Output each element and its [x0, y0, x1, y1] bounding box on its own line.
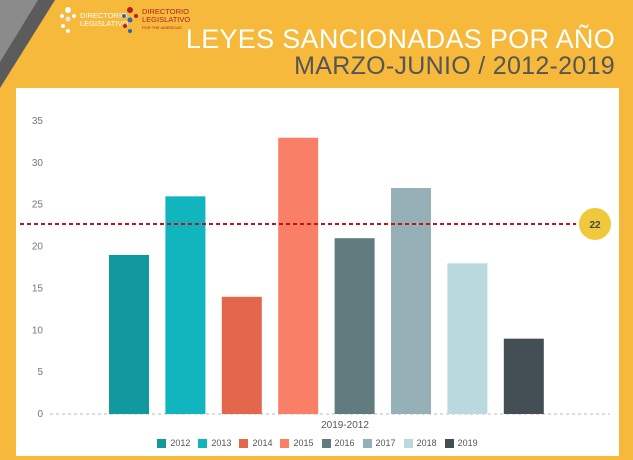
chart-subtitle: MARZO-JUNIO / 2012-2019 — [294, 52, 615, 80]
bar-2019 — [503, 338, 544, 414]
bar-2013 — [165, 196, 206, 414]
legend-item-2015: 2015 — [280, 438, 314, 448]
legend-item-2013: 2013 — [198, 438, 231, 448]
logo-2-line3: POR THE AMERICAS — [142, 25, 182, 30]
legend-label: 2015 — [293, 438, 314, 448]
legend-item-2019: 2019 — [444, 438, 478, 448]
logo-2-line1: DIRECTORIO — [142, 7, 189, 16]
legend-label: 2018 — [416, 438, 437, 448]
legend-swatch — [444, 438, 454, 448]
average-badge-label: 22 — [589, 220, 601, 231]
header-banner: DIRECTORIO LEGISLATIVO DIRECTORIO LEGISL… — [0, 0, 633, 88]
y-tick-label: 15 — [32, 283, 44, 294]
average-badge — [579, 207, 611, 240]
legend-item-2014: 2014 — [239, 438, 272, 448]
corner-decoration-light — [0, 0, 38, 62]
bar-2012 — [109, 254, 149, 414]
legend-swatch — [157, 438, 167, 448]
legend-label: 2019 — [457, 438, 478, 448]
legend-swatch — [321, 438, 331, 448]
bar-2015 — [278, 137, 319, 414]
legend-item-2018: 2018 — [403, 438, 437, 448]
legend-item-2012: 2012 — [157, 438, 190, 448]
x-category-label: 2019-2012 — [321, 420, 369, 431]
legend-label: 2014 — [252, 438, 273, 448]
bar-2016 — [334, 238, 375, 414]
legend-label: 2016 — [334, 438, 355, 448]
chart-legend: 2012 2013 2014 2015 2016 2017 2018 2019 — [16, 438, 619, 448]
logo-1-line2: LEGISLATIVO — [80, 19, 129, 28]
y-tick-label: 25 — [32, 200, 44, 211]
bar-2014 — [221, 296, 262, 414]
bar-chart: 0 5 10 15 20 25 30 35 2019-2012 22 — [20, 116, 611, 431]
logo-2-line2: LEGISLATIVO — [142, 15, 191, 24]
chart-title: LEYES SANCIONADAS POR AÑO — [185, 24, 615, 54]
legend-swatch — [403, 438, 413, 448]
y-tick-label: 5 — [37, 367, 43, 378]
legend-swatch — [239, 438, 249, 448]
logo-1-line1: DIRECTORIO — [80, 11, 127, 20]
directorio-legislativo-logo: DIRECTORIO LEGISLATIVO — [58, 6, 128, 34]
legend-swatch — [280, 438, 290, 448]
legend-label: 2013 — [211, 438, 232, 448]
y-tick-label: 30 — [32, 158, 44, 169]
people-figure-icon — [122, 7, 138, 33]
people-figure-icon — [60, 7, 76, 33]
y-tick-label: 35 — [32, 116, 44, 127]
bar-2017 — [391, 187, 431, 414]
y-tick-label: 10 — [32, 325, 44, 336]
directorio-legislativo-americas-logo: DIRECTORIO LEGISLATIVO POR THE AMERICAS — [120, 6, 190, 34]
chart-panel: 0 5 10 15 20 25 30 35 2019-2012 22 2012 2013 2014 20… — [16, 88, 619, 456]
legend-item-2017: 2017 — [362, 438, 396, 448]
legend-swatch — [362, 438, 372, 448]
legend-item-2016: 2016 — [321, 438, 355, 448]
legend-swatch — [198, 438, 208, 448]
bar-2018 — [447, 263, 488, 414]
y-tick-label: 20 — [32, 242, 44, 253]
y-tick-label: 0 — [37, 409, 43, 420]
legend-label: 2012 — [170, 438, 191, 448]
legend-label: 2017 — [375, 438, 396, 448]
